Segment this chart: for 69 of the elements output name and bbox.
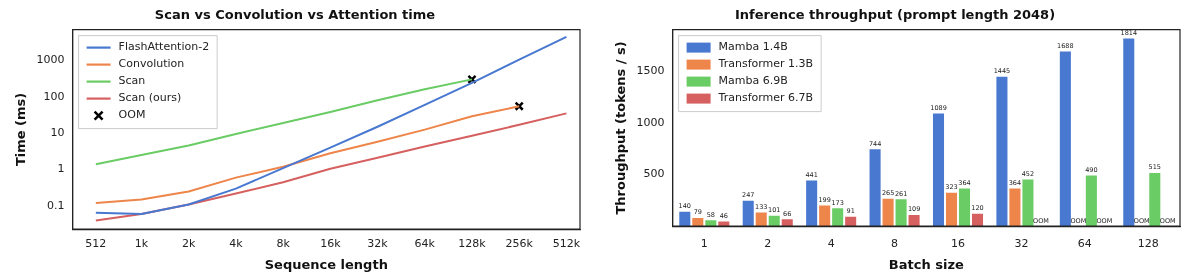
x-tick-label: 2 bbox=[764, 236, 772, 250]
x-tick-label: 32 bbox=[1014, 236, 1029, 250]
x-tick-label: 4k bbox=[229, 236, 244, 250]
x-axis-title: Batch size bbox=[888, 256, 964, 272]
legend-label: Mamba 6.9B bbox=[718, 74, 788, 88]
bar bbox=[1059, 51, 1071, 227]
x-tick-label: 64 bbox=[1077, 236, 1092, 250]
y-tick-label: 1 bbox=[57, 162, 65, 176]
bar bbox=[742, 200, 754, 227]
bar bbox=[692, 218, 704, 227]
x-tick-label: 512 bbox=[85, 236, 107, 250]
legend-label: Mamba 1.4B bbox=[718, 40, 788, 54]
bar bbox=[895, 199, 907, 227]
bar bbox=[945, 192, 958, 227]
bar bbox=[958, 188, 971, 227]
bar bbox=[705, 220, 717, 227]
x-tick-label: 1k bbox=[134, 236, 149, 250]
x-tick-label: 8k bbox=[276, 236, 291, 250]
x-axis-title: Sequence length bbox=[264, 256, 388, 272]
bar bbox=[882, 198, 894, 227]
y-tick-label: 1000 bbox=[636, 115, 665, 129]
x-tick-label: 4 bbox=[827, 236, 835, 250]
bar bbox=[845, 216, 857, 227]
x-tick-label: 128k bbox=[458, 236, 487, 250]
x-tick-label: 64k bbox=[414, 236, 436, 250]
bar bbox=[755, 212, 767, 227]
legend-label: Convolution bbox=[118, 57, 185, 71]
chart-title: Scan vs Convolution vs Attention time bbox=[154, 7, 436, 23]
x-tick-label: 512k bbox=[552, 236, 581, 250]
y-tick-label: 100 bbox=[43, 89, 65, 103]
x-tick-label: 128 bbox=[1137, 236, 1159, 250]
bar bbox=[806, 180, 818, 227]
x-tick-label: 8 bbox=[891, 236, 899, 250]
bar bbox=[781, 219, 793, 227]
bar bbox=[869, 149, 881, 227]
x-tick-label: 256k bbox=[505, 236, 534, 250]
legend-label: FlashAttention-2 bbox=[118, 40, 210, 54]
x-tick-label: 16k bbox=[320, 236, 342, 250]
bar bbox=[1009, 188, 1021, 227]
y-tick-label: 0.1 bbox=[47, 198, 65, 212]
chart-title: Inference throughput (prompt length 2048) bbox=[734, 7, 1056, 23]
bar bbox=[1123, 38, 1135, 227]
y-tick-label: 1500 bbox=[636, 63, 665, 77]
bar bbox=[1085, 175, 1097, 227]
legend-label: Transformer 6.7B bbox=[717, 91, 814, 105]
bar bbox=[718, 221, 730, 227]
x-tick-label: 16 bbox=[951, 236, 966, 250]
bar bbox=[1022, 179, 1034, 227]
y-tick-label: 10 bbox=[50, 126, 65, 140]
y-axis-title: Time (ms) bbox=[13, 92, 29, 167]
bar bbox=[996, 76, 1008, 227]
bar bbox=[679, 211, 691, 227]
bar bbox=[971, 213, 984, 227]
x-tick-label: 32k bbox=[367, 236, 389, 250]
y-tick-label: 1000 bbox=[36, 53, 65, 67]
bar bbox=[1149, 172, 1161, 227]
y-axis-title: Throughput (tokens / s) bbox=[613, 41, 629, 215]
legend-label: Scan bbox=[118, 74, 146, 88]
x-tick-label: 1 bbox=[700, 236, 708, 250]
bar bbox=[819, 205, 831, 227]
y-tick-label: 500 bbox=[643, 167, 665, 181]
bar bbox=[768, 215, 780, 227]
legend-label: Transformer 1.3B bbox=[717, 57, 814, 71]
legend-label: Scan (ours) bbox=[118, 91, 182, 105]
legend-label: OOM bbox=[118, 108, 146, 122]
bar bbox=[832, 208, 844, 227]
bar bbox=[932, 113, 945, 227]
x-tick-label: 2k bbox=[181, 236, 196, 250]
bar bbox=[908, 214, 920, 227]
